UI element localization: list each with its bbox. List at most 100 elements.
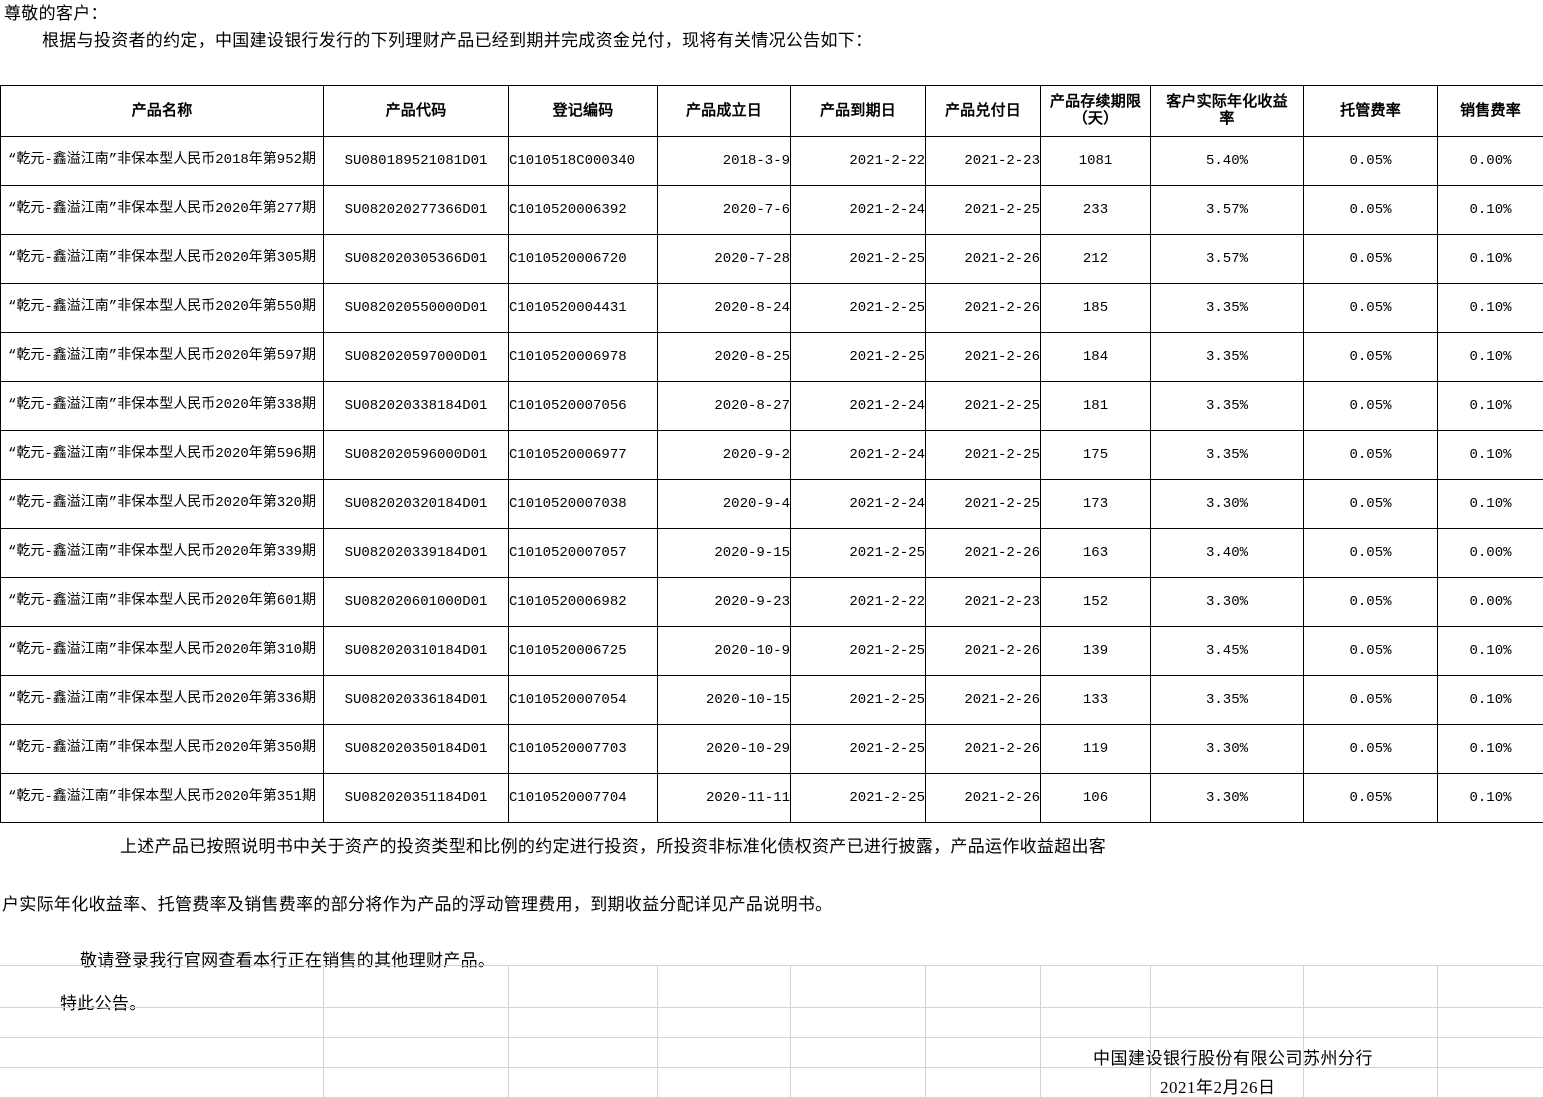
cell-duration-days: 1081	[1040, 136, 1151, 186]
table-row: “乾元-鑫溢江南”非保本型人民币2020年第339期 SU082020339184…	[0, 528, 1543, 578]
cell-product-name: “乾元-鑫溢江南”非保本型人民币2018年第952期	[0, 136, 324, 186]
cell-sales-fee: 0.00%	[1437, 136, 1543, 186]
cell-product-name: “乾元-鑫溢江南”非保本型人民币2020年第351期	[0, 773, 324, 823]
cell-registration: C1010520007703	[508, 724, 658, 774]
cell-start-date: 2020-10-9	[657, 626, 791, 676]
cell-product-code: SU082020350184D01	[323, 724, 509, 774]
cell-sales-fee: 0.10%	[1437, 185, 1543, 235]
header-product-name: 产品名称	[0, 85, 324, 137]
cell-payment-date: 2021-2-25	[925, 381, 1041, 431]
table-row: “乾元-鑫溢江南”非保本型人民币2020年第597期 SU082020597000…	[0, 332, 1543, 382]
cell-custody-fee: 0.05%	[1303, 724, 1438, 774]
table-row: “乾元-鑫溢江南”非保本型人民币2018年第952期 SU080189521081…	[0, 136, 1543, 186]
cell-product-code: SU082020596000D01	[323, 430, 509, 480]
cell-customer-yield: 3.35%	[1150, 381, 1304, 431]
cell-start-date: 2020-9-4	[657, 479, 791, 529]
cell-end-date: 2021-2-24	[790, 381, 926, 431]
cell-customer-yield: 3.30%	[1150, 577, 1304, 627]
closing-announcement-note: 特此公告。	[60, 994, 147, 1013]
cell-start-date: 2020-9-15	[657, 528, 791, 578]
cell-product-code: SU082020351184D01	[323, 773, 509, 823]
cell-custody-fee: 0.05%	[1303, 528, 1438, 578]
cell-end-date: 2021-2-24	[790, 430, 926, 480]
cell-product-name: “乾元-鑫溢江南”非保本型人民币2020年第277期	[0, 185, 324, 235]
cell-payment-date: 2021-2-23	[925, 577, 1041, 627]
cell-payment-date: 2021-2-26	[925, 773, 1041, 823]
cell-custody-fee: 0.05%	[1303, 234, 1438, 284]
cell-sales-fee: 0.10%	[1437, 479, 1543, 529]
cell-duration-days: 152	[1040, 577, 1151, 627]
cell-registration: C1010520006725	[508, 626, 658, 676]
cell-end-date: 2021-2-25	[790, 675, 926, 725]
cell-registration: C1010520006392	[508, 185, 658, 235]
header-sales-fee: 销售费率	[1437, 85, 1543, 137]
cell-product-name: “乾元-鑫溢江南”非保本型人民币2020年第305期	[0, 234, 324, 284]
header-duration-line1: 产品存续期限	[1049, 94, 1142, 111]
cell-duration-days: 106	[1040, 773, 1151, 823]
table-row: “乾元-鑫溢江南”非保本型人民币2020年第320期 SU082020320184…	[0, 479, 1543, 529]
table-header-row: 产品名称 产品代码 登记编码 产品成立日 产品到期日 产品兑付日 产品存续期限 …	[0, 85, 1543, 137]
cell-registration: C1010520007056	[508, 381, 658, 431]
cell-payment-date: 2021-2-25	[925, 185, 1041, 235]
cell-custody-fee: 0.05%	[1303, 479, 1438, 529]
cell-product-name: “乾元-鑫溢江南”非保本型人民币2020年第350期	[0, 724, 324, 774]
cell-product-name: “乾元-鑫溢江南”非保本型人民币2020年第310期	[0, 626, 324, 676]
cell-product-code: SU082020305366D01	[323, 234, 509, 284]
cell-customer-yield: 3.57%	[1150, 185, 1304, 235]
cell-duration-days: 233	[1040, 185, 1151, 235]
cell-payment-date: 2021-2-25	[925, 430, 1041, 480]
cell-custody-fee: 0.05%	[1303, 577, 1438, 627]
cell-customer-yield: 3.57%	[1150, 234, 1304, 284]
cell-end-date: 2021-2-22	[790, 577, 926, 627]
cell-customer-yield: 3.35%	[1150, 675, 1304, 725]
table-row: “乾元-鑫溢江南”非保本型人民币2020年第277期 SU082020277366…	[0, 185, 1543, 235]
cell-payment-date: 2021-2-23	[925, 136, 1041, 186]
cell-end-date: 2021-2-25	[790, 773, 926, 823]
cell-product-name: “乾元-鑫溢江南”非保本型人民币2020年第597期	[0, 332, 324, 382]
signature-organization: 中国建设银行股份有限公司苏州分行	[1093, 1049, 1373, 1068]
cell-start-date: 2020-8-24	[657, 283, 791, 333]
cell-registration: C1010518C000340	[508, 136, 658, 186]
cell-duration-days: 173	[1040, 479, 1151, 529]
cell-customer-yield: 3.35%	[1150, 332, 1304, 382]
table-row: “乾元-鑫溢江南”非保本型人民币2020年第550期 SU082020550000…	[0, 283, 1543, 333]
cell-product-code: SU082020310184D01	[323, 626, 509, 676]
cell-payment-date: 2021-2-26	[925, 675, 1041, 725]
cell-customer-yield: 3.35%	[1150, 430, 1304, 480]
cell-registration: C1010520006982	[508, 577, 658, 627]
cell-product-name: “乾元-鑫溢江南”非保本型人民币2020年第550期	[0, 283, 324, 333]
cell-registration: C1010520004431	[508, 283, 658, 333]
cell-registration: C1010520007704	[508, 773, 658, 823]
header-duration-line2: （天）	[1072, 111, 1119, 127]
cell-product-code: SU082020320184D01	[323, 479, 509, 529]
table-row: “乾元-鑫溢江南”非保本型人民币2020年第596期 SU082020596000…	[0, 430, 1543, 480]
cell-payment-date: 2021-2-26	[925, 528, 1041, 578]
cell-sales-fee: 0.10%	[1437, 430, 1543, 480]
cell-customer-yield: 5.40%	[1150, 136, 1304, 186]
cell-registration: C1010520007054	[508, 675, 658, 725]
cell-custody-fee: 0.05%	[1303, 773, 1438, 823]
cell-customer-yield: 3.40%	[1150, 528, 1304, 578]
header-yield-line2: 率	[1219, 111, 1235, 127]
cell-start-date: 2020-8-27	[657, 381, 791, 431]
cell-duration-days: 185	[1040, 283, 1151, 333]
header-duration-days: 产品存续期限 （天）	[1040, 85, 1151, 137]
cell-registration: C1010520006720	[508, 234, 658, 284]
cell-customer-yield: 3.35%	[1150, 283, 1304, 333]
cell-payment-date: 2021-2-25	[925, 479, 1041, 529]
signature-date: 2021年2月26日	[1160, 1078, 1276, 1097]
cell-start-date: 2020-7-6	[657, 185, 791, 235]
cell-end-date: 2021-2-24	[790, 479, 926, 529]
cell-sales-fee: 0.00%	[1437, 577, 1543, 627]
table-row: “乾元-鑫溢江南”非保本型人民币2020年第338期 SU082020338184…	[0, 381, 1543, 431]
cell-end-date: 2021-2-25	[790, 626, 926, 676]
cell-custody-fee: 0.05%	[1303, 675, 1438, 725]
table-row: “乾元-鑫溢江南”非保本型人民币2020年第336期 SU082020336184…	[0, 675, 1543, 725]
cell-payment-date: 2021-2-26	[925, 626, 1041, 676]
cell-custody-fee: 0.05%	[1303, 283, 1438, 333]
cell-customer-yield: 3.30%	[1150, 773, 1304, 823]
cell-product-code: SU082020550000D01	[323, 283, 509, 333]
cell-sales-fee: 0.10%	[1437, 724, 1543, 774]
cell-start-date: 2020-10-29	[657, 724, 791, 774]
cell-custody-fee: 0.05%	[1303, 381, 1438, 431]
